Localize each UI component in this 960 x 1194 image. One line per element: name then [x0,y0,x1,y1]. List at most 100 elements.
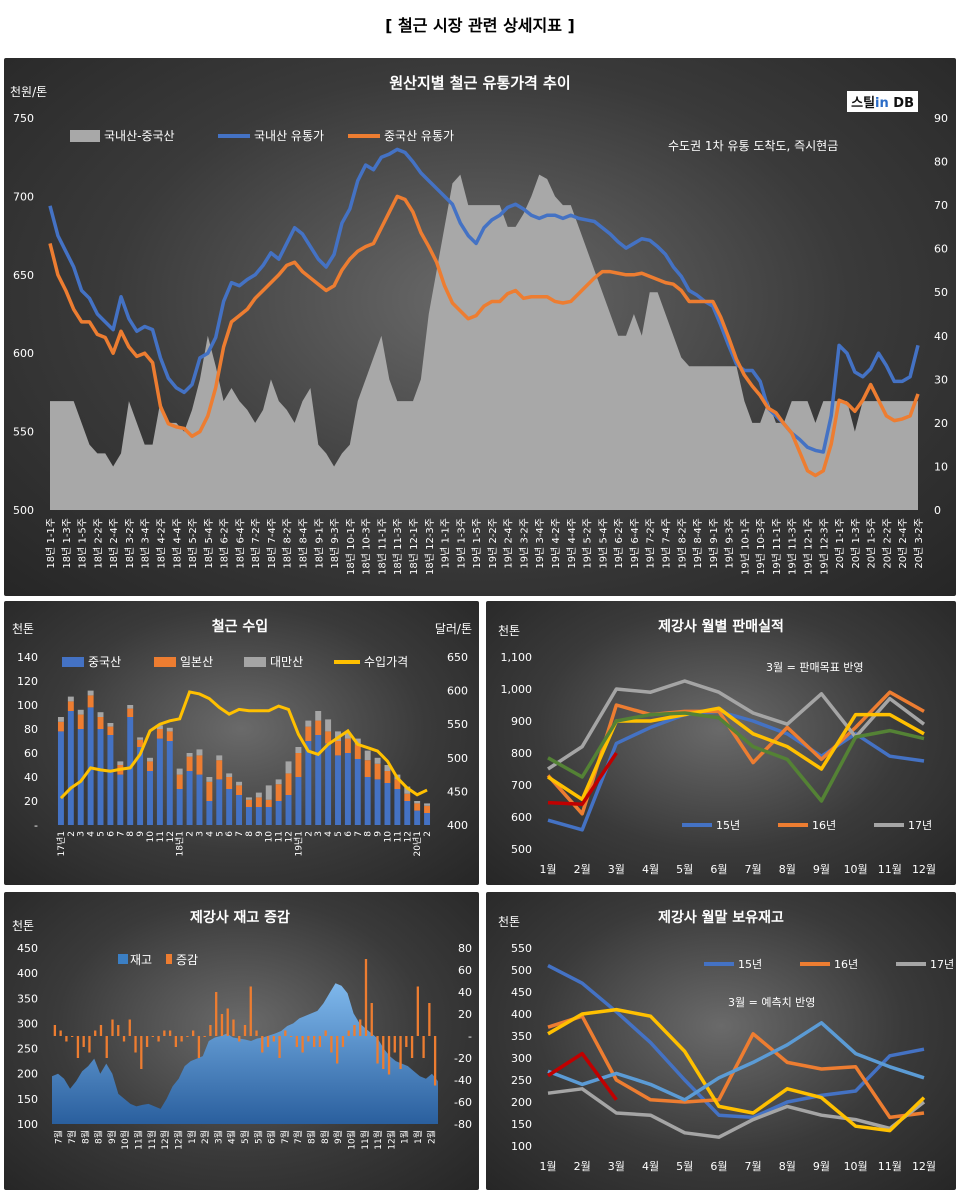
bar-change [99,1025,103,1036]
x-tick-label: 18년 9-1주 [313,518,325,569]
bar-segment [404,793,411,801]
bar-segment [255,792,262,798]
y-tick-label: 40 [24,771,38,784]
bar-segment [424,805,431,813]
x-tick-label: 20년 1-1주 [834,518,846,569]
series-line-import-price [59,690,428,800]
x-tick-label: 1월 [399,1130,411,1144]
x-tick-label: 18년 12-1주 [408,518,420,575]
bar-segment [147,757,153,762]
bar-change [105,1036,108,1058]
bar-segment [216,755,223,761]
y2-tick-label: 600 [447,685,468,698]
y-tick-label: 500 [511,843,532,856]
bar-change [249,986,252,1036]
bar-change [295,1036,299,1047]
legend-swatch [118,954,128,964]
y2-tick-label: 50 [934,286,948,299]
x-tick-label: 19년 1-1주 [440,518,452,569]
y2-tick-label: 20 [458,1008,472,1021]
x-tick-label: 12월 [912,863,936,876]
y2-tick-label: 0 [934,504,941,517]
x-tick-label: 8월 [306,1130,318,1144]
bar-segment [236,795,243,825]
bar-segment [245,799,252,807]
bar-change [405,1036,408,1047]
chart-annotation: 수도권 1차 유통 도착도, 즉시현금 [668,139,838,153]
legend-label: 중국산 유통가 [384,129,454,143]
y2-tick-label: -40 [454,1074,472,1087]
bar-segment [156,729,163,739]
bar-segment [305,720,312,727]
legend-swatch-area [70,130,100,142]
x-tick-label: 8 [126,831,136,837]
bar-segment [255,807,262,825]
bar-segment [275,801,282,825]
bar-segment [147,761,153,771]
bar-change [117,1025,120,1036]
x-tick-label: 20년 2-2주 [881,518,893,569]
x-tick-label: 12 [285,831,295,842]
bar-change [220,1014,224,1036]
y2-tick-label: 80 [934,156,948,169]
legend-swatch [166,954,172,964]
series-line-1 [546,690,925,816]
bar-change [272,1036,275,1042]
y-tick-label: 750 [13,112,34,125]
bar-segment [236,781,243,786]
x-tick-label: 4 [324,831,334,837]
x-tick-label: 19년1 [293,831,304,856]
x-tick-label: 11 [275,831,285,842]
bar-change [82,1036,85,1047]
x-tick-label: 18년 10-3주 [361,518,373,575]
x-tick-label: 19년 9-1주 [708,518,720,569]
bar-change [65,1036,68,1042]
bar-segment [364,760,371,777]
x-tick-label: 11월 [878,863,902,876]
x-tick-label: 18년 4-2주 [155,518,167,569]
y2-tick-label: -80 [454,1118,472,1131]
x-tick-label: 11월 [359,1130,371,1150]
bar-segment [186,753,193,757]
y-tick-label: 400 [17,967,38,980]
x-tick-label: 18년1 [175,831,186,856]
y2-tick-label: 40 [458,986,472,999]
legend-label: 15년 [738,958,762,971]
x-tick-label: 9 [255,831,265,837]
bar-segment [117,761,124,765]
bar-segment [275,784,282,801]
import-chart-panel: 철근 수입 천톤 달러/톤 -20 40 60 80 100 120 140 400 450 500 55… [4,601,479,885]
bar-change [134,1036,137,1053]
series-line-0 [547,964,925,1120]
x-tick-label: 18년 2-2주 [92,518,104,569]
bar-change [163,1030,166,1036]
bar-segment [137,739,144,747]
x-tick-label: 7월 [745,863,762,876]
bar-change [289,1036,293,1037]
x-tick-label: 8 [245,831,255,837]
x-tick-label: 19년 3-2주 [518,518,530,569]
x-tick-label: 5 [97,831,107,837]
y-tick-label: 600 [13,347,34,360]
bar-change [341,1036,345,1047]
x-tick-label: 18년 6-4주 [234,518,246,569]
x-tick-label: 8월 [79,1130,91,1144]
y2-tick-label: 40 [934,330,948,343]
bar-change [347,1030,350,1036]
bar-segment [414,801,421,804]
bar-segment [275,779,282,785]
x-tick-label: 4월 [642,863,659,876]
x-tick-label: 1월 [539,863,556,876]
bar-change [307,1036,310,1042]
x-tick-label: 3월 [212,1130,224,1144]
legend-label: 17년 [908,819,932,832]
bar-change [278,1036,281,1058]
x-tick-label: 19년 11-1주 [771,518,783,575]
bar-change [215,992,218,1036]
bar-segment [77,714,84,729]
y-tick-label: 900 [511,715,532,728]
bar-segment [325,743,332,825]
legend-label: 재고 [130,953,152,967]
